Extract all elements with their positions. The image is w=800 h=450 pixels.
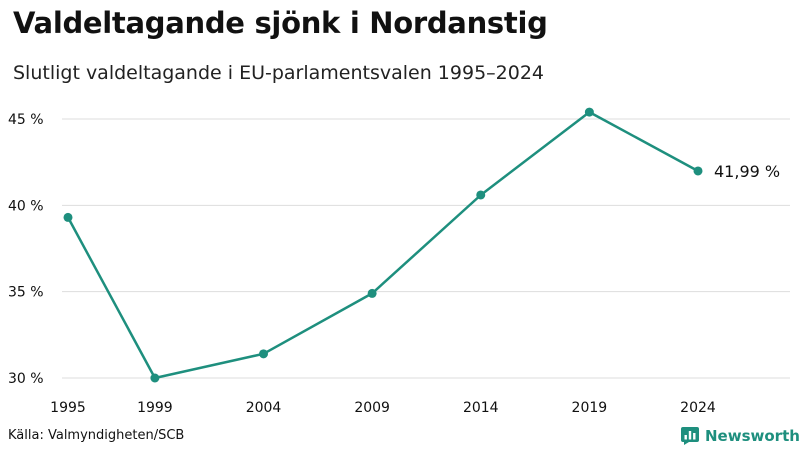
- data-point: [584, 107, 594, 117]
- data-point: [150, 373, 160, 383]
- data-point: [63, 212, 73, 222]
- x-tick-label: 2024: [680, 400, 716, 416]
- x-tick-label: 2009: [354, 400, 390, 416]
- data-point: [693, 166, 703, 176]
- y-tick-label: 35 %: [8, 285, 44, 301]
- brand-logo: Newsworthy: [681, 425, 800, 447]
- data-point: [476, 190, 486, 200]
- x-tick-label: 2004: [246, 400, 282, 416]
- y-tick-label: 45 %: [8, 112, 44, 128]
- series-line: [66, 110, 700, 380]
- chart-title: Valdeltagande sjönk i Nordanstig: [13, 6, 548, 40]
- data-point: [259, 349, 269, 359]
- y-tick-label: 40 %: [8, 198, 44, 214]
- source-note: Källa: Valmyndigheten/SCB: [8, 428, 185, 443]
- end-value-label: 41,99 %: [714, 162, 780, 181]
- newsworthy-logo-icon: [681, 427, 699, 445]
- x-tick-label: 2014: [463, 400, 499, 416]
- data-point: [367, 288, 377, 298]
- x-tick-label: 1995: [50, 400, 86, 416]
- chart-subtitle: Slutligt valdeltagande i EU-parlamentsva…: [13, 62, 545, 84]
- x-tick-label: 1999: [137, 400, 173, 416]
- brand-name: Newsworthy: [705, 427, 800, 445]
- y-tick-label: 30 %: [8, 371, 44, 387]
- x-tick-label: 2019: [572, 400, 608, 416]
